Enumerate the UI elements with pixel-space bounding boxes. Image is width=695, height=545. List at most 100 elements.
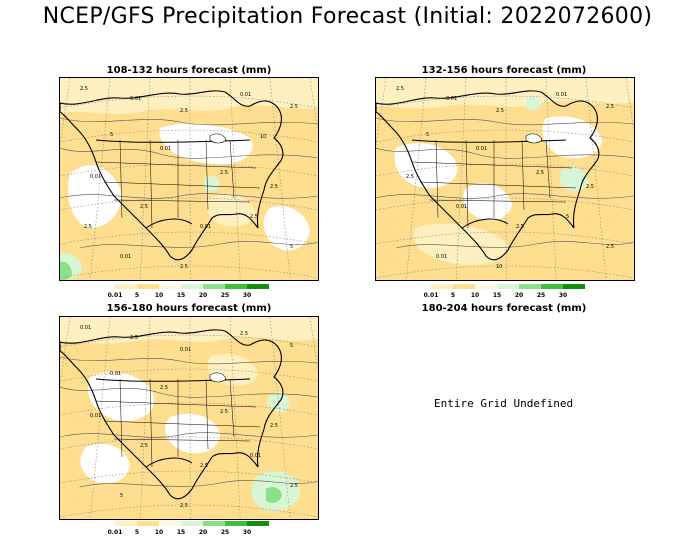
colorbar-label: 30 [559,292,567,299]
latitude-line [60,231,318,245]
latitude-line [376,129,634,143]
panel-title-1: 108-132 hours forecast (mm) [106,65,272,76]
contour-label: 2.5 [270,423,278,429]
contour-label: 0.01 [80,325,91,331]
contour-label: 10 [260,134,266,140]
precip-region [87,372,155,422]
colorbar-swatch [225,521,247,526]
longitude-line [139,78,151,280]
lake [209,133,227,144]
contour-line [60,117,318,126]
longitude-line [269,78,291,280]
colorbar-swatch [563,284,585,289]
colorbar-swatch [115,284,137,289]
colorbar-label: 10 [471,292,479,299]
latitude-line [60,265,318,279]
contour-label: 0.01 [130,96,141,102]
colorbar-3: 0.01 5 10 15 20 25 30 [108,521,284,536]
latitude-line [376,265,634,279]
contour-line [376,193,634,199]
colorbar-label: 5 [451,292,455,299]
contour-label: 10 [496,264,502,270]
state-border [429,199,567,203]
contour-label: 0.01 [90,174,101,180]
undefined-grid-message: Entire Grid Undefined [434,397,574,410]
contour-label: 0.01 [436,254,447,260]
colorbar-swatch [203,284,225,289]
contour-line [79,241,318,249]
colorbar-label: 30 [243,292,251,299]
contour-line [395,241,634,249]
precip-region [204,176,220,192]
colorbar-label: 5 [135,529,139,536]
panel-title-4: 180-204 hours forecast (mm) [421,303,587,314]
forecast-map-3: 0.01 2.5 0.01 2.5 5 0.01 2.5 2.5 2.5 0.01 2.5 2.5 0.… [59,316,319,520]
contour-label: 0.01 [250,453,261,459]
colorbar-swatch [247,521,269,526]
coastline [60,329,284,500]
contour-label: 0.01 [456,204,467,210]
precip-region [542,116,602,159]
contour-label: 2.5 [200,463,208,469]
contour-label: 2.5 [140,204,148,210]
longitude-line [455,78,467,280]
colorbar-swatch [247,284,269,289]
country-border [145,218,193,229]
precip-region [526,96,542,111]
contour-label: 2.5 [180,503,188,509]
colorbar-swatch [497,284,519,289]
contour-label: 2.5 [220,409,228,415]
colorbar-label: 10 [155,292,163,299]
contour-label: 5 [110,132,113,138]
main-title: NCEP/GFS Precipitation Forecast (Initial… [42,4,653,29]
longitude-line [585,78,607,280]
contour-line [376,147,634,159]
contour-label: 0.01 [556,92,567,98]
state-border [95,161,257,169]
contour-label: 2.5 [250,214,258,220]
latitude-line [376,95,634,109]
contour-label: 2.5 [220,170,228,176]
latitude-line [376,231,634,245]
latitude-line [60,197,318,211]
precip-region [80,443,130,484]
contour-label: 2.5 [396,86,404,92]
latitude-line [376,197,634,211]
contour-label: 5 [290,343,293,349]
precip-region [266,487,282,503]
map-svg-3: 0.01 2.5 0.01 2.5 5 0.01 2.5 2.5 2.5 0.01 2.5 2.5 0.… [60,317,318,519]
state-border [545,139,551,199]
colorbar-swatch [203,521,225,526]
precip-region [60,261,72,280]
colorbar-swatch [159,284,181,289]
latitude-line [376,163,634,177]
colorbar-label: 0.01 [424,292,439,299]
colorbar-swatch [181,284,203,289]
country-border [95,378,251,382]
state-border [419,181,577,189]
longitude-line [269,317,291,519]
country-border [461,218,509,229]
contour-label: 2.5 [80,86,88,92]
colorbar-swatch [137,284,159,289]
contour-label: 0.01 [120,254,131,260]
coastline [376,90,600,261]
state-border [119,139,123,219]
contour-label: 0.01 [476,146,487,152]
colorbar-swatch [115,521,137,526]
colorbar-label: 0.01 [108,292,123,299]
precip-region [394,143,458,189]
longitude-line [545,78,557,280]
latitude-line [60,334,318,348]
colorbar-svg-2: 0.01 5 10 15 20 25 30 [424,284,585,299]
colorbar-label: 20 [515,292,523,299]
contour-line [60,147,318,159]
longitude-line [89,78,111,280]
colorbar-swatch [519,284,541,289]
contour-label: 0.01 [240,92,251,98]
contour-label: 2.5 [160,385,168,391]
contour-label: 2.5 [240,331,248,337]
colorbar-swatch [137,521,159,526]
colorbar-swatch [541,284,563,289]
colorbar-label: 0.01 [108,529,123,536]
